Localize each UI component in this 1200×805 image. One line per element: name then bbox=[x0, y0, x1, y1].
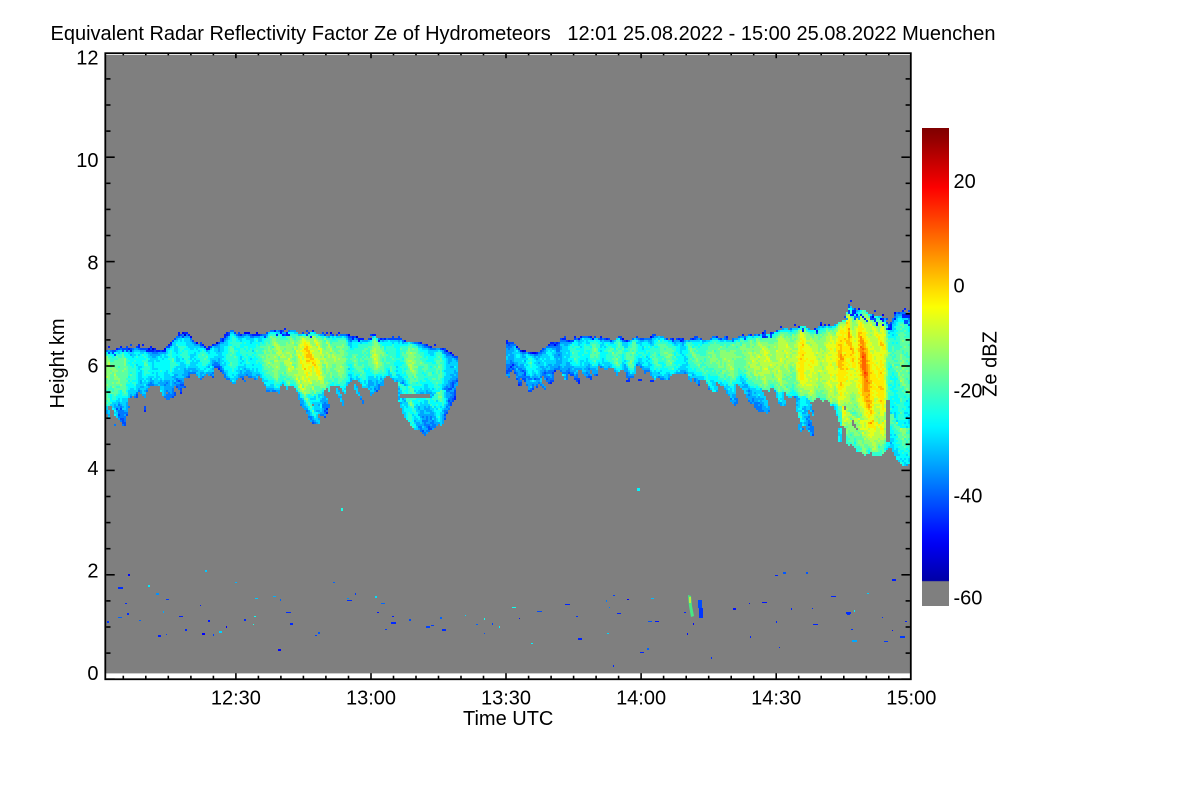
svg-text:Time UTC: Time UTC bbox=[463, 708, 553, 730]
svg-text:-20: -20 bbox=[954, 381, 983, 403]
svg-text:8: 8 bbox=[87, 253, 98, 275]
svg-text:0: 0 bbox=[954, 276, 965, 298]
svg-text:Height km: Height km bbox=[47, 318, 69, 408]
svg-text:-40: -40 bbox=[954, 486, 983, 508]
svg-text:12: 12 bbox=[76, 48, 98, 70]
svg-text:14:00: 14:00 bbox=[616, 688, 666, 710]
svg-text:-60: -60 bbox=[954, 588, 983, 610]
svg-text:13:30: 13:30 bbox=[481, 688, 531, 710]
svg-text:6: 6 bbox=[87, 355, 98, 377]
svg-text:Equivalent Radar Reflectivity: Equivalent Radar Reflectivity Factor Ze … bbox=[51, 23, 996, 45]
svg-text:14:30: 14:30 bbox=[751, 688, 801, 710]
svg-text:15:00: 15:00 bbox=[886, 688, 936, 710]
svg-text:Ze dBZ: Ze dBZ bbox=[979, 331, 1001, 397]
svg-text:10: 10 bbox=[76, 150, 98, 172]
svg-text:0: 0 bbox=[87, 663, 98, 685]
svg-text:13:00: 13:00 bbox=[346, 688, 396, 710]
svg-text:20: 20 bbox=[954, 171, 976, 193]
svg-text:4: 4 bbox=[87, 458, 98, 480]
svg-text:2: 2 bbox=[87, 560, 98, 582]
svg-text:12:30: 12:30 bbox=[211, 688, 261, 710]
